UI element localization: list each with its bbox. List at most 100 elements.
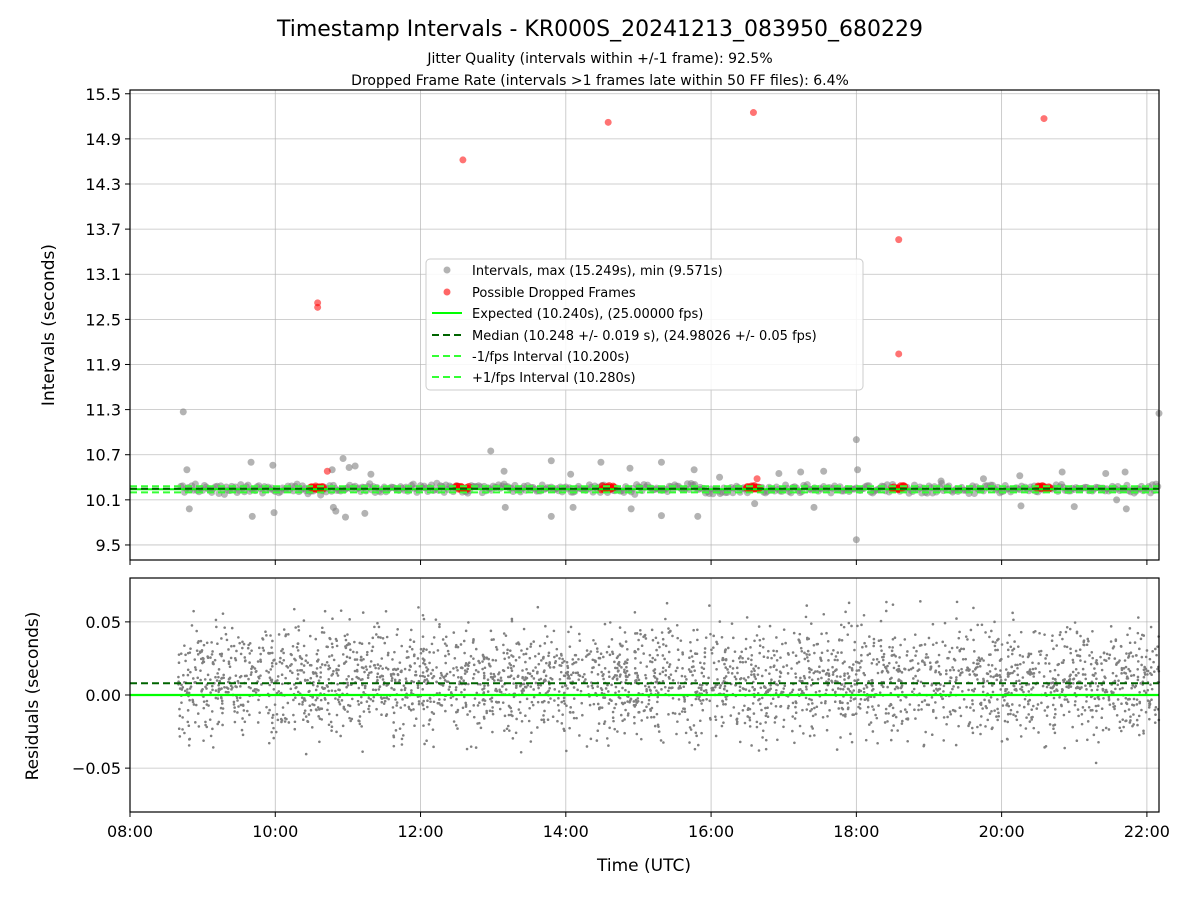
residual-point — [1143, 673, 1147, 676]
interval-outlier-point — [657, 512, 665, 520]
residual-point — [1028, 673, 1032, 676]
residual-point — [927, 636, 931, 640]
residual-point — [743, 721, 747, 725]
residual-point — [866, 653, 870, 657]
residual-point — [856, 624, 859, 628]
residual-point — [1018, 704, 1021, 707]
residual-point — [741, 708, 745, 712]
residuals-y-tick-label: 0.00 — [85, 686, 121, 705]
residual-point — [373, 663, 376, 667]
residual-point — [667, 675, 671, 679]
residual-point — [1087, 639, 1090, 643]
residual-point — [291, 671, 294, 675]
residual-point — [633, 667, 637, 670]
residual-point — [486, 690, 490, 693]
residual-point — [969, 706, 972, 709]
residual-point — [478, 701, 481, 705]
interval-outlier-point — [854, 466, 862, 474]
residual-point — [208, 718, 212, 721]
residual-point — [804, 615, 808, 619]
residual-point — [942, 705, 945, 709]
residual-point — [768, 689, 771, 692]
residual-point — [1060, 703, 1063, 707]
residual-point — [857, 688, 861, 692]
residual-point — [1030, 708, 1034, 711]
residual-point — [199, 669, 202, 672]
residual-point — [901, 690, 904, 694]
residual-point — [607, 702, 611, 705]
residual-point — [825, 728, 829, 732]
residual-point — [1128, 669, 1132, 673]
residual-point — [774, 704, 778, 708]
residual-point — [1146, 669, 1150, 673]
residual-point — [514, 658, 518, 662]
residual-point — [280, 719, 284, 722]
residual-point — [1150, 687, 1154, 691]
residual-point — [811, 727, 814, 730]
residual-point — [607, 670, 611, 674]
residual-point — [612, 719, 615, 723]
residual-point — [807, 637, 811, 641]
residual-point — [797, 660, 801, 664]
residual-point — [499, 690, 503, 694]
residual-point — [835, 668, 838, 671]
residual-point — [1043, 746, 1046, 749]
residual-point — [802, 691, 805, 695]
residual-point — [662, 741, 665, 744]
residual-point — [379, 696, 383, 699]
residual-point — [930, 733, 934, 737]
residual-point — [211, 746, 215, 749]
residual-point — [1129, 651, 1133, 655]
residual-point — [292, 698, 295, 702]
residual-point — [495, 648, 499, 651]
residual-point — [1051, 703, 1055, 707]
residual-point — [810, 678, 814, 682]
residual-point — [860, 653, 863, 657]
residual-point — [1088, 654, 1091, 657]
residual-point — [432, 636, 436, 639]
residual-point — [996, 648, 999, 652]
residual-point — [846, 701, 850, 705]
residual-point — [835, 675, 839, 678]
residual-point — [346, 710, 349, 713]
residual-point — [348, 618, 351, 621]
residual-point — [803, 651, 806, 655]
residual-point — [1156, 667, 1159, 671]
residual-point — [181, 728, 184, 731]
residual-point — [557, 690, 561, 693]
residual-point — [1118, 726, 1122, 730]
residual-point — [507, 656, 511, 659]
residual-point — [581, 675, 585, 679]
residual-point — [939, 673, 942, 676]
residual-point — [596, 729, 600, 732]
x-tick-label: 12:00 — [397, 822, 443, 841]
residual-point — [1086, 637, 1090, 641]
residual-point — [860, 623, 863, 627]
residual-point — [348, 656, 352, 660]
residual-point — [994, 667, 997, 671]
residual-point — [1057, 673, 1060, 677]
residual-point — [764, 714, 768, 718]
residual-point — [428, 650, 431, 654]
residual-point — [431, 676, 434, 680]
residuals-panel: −0.050.000.05 08:00 10:00 12:00 14:00 16:00 1… — [23, 577, 1170, 876]
residual-point — [1063, 746, 1066, 750]
residual-point — [886, 685, 889, 689]
residual-point — [589, 737, 593, 741]
residual-point — [733, 650, 737, 653]
residual-point — [529, 685, 533, 688]
residual-point — [864, 738, 868, 742]
residual-point — [350, 677, 354, 681]
residual-point — [1051, 677, 1055, 680]
residual-point — [711, 686, 715, 690]
residual-point — [391, 658, 394, 661]
residual-point — [1037, 650, 1041, 653]
residual-point — [700, 671, 704, 675]
residual-point — [205, 699, 209, 703]
residual-point — [720, 635, 724, 639]
residual-point — [1129, 719, 1132, 722]
residual-point — [799, 646, 803, 650]
residual-point — [446, 649, 450, 653]
residual-point — [444, 709, 447, 713]
residual-point — [307, 713, 311, 716]
